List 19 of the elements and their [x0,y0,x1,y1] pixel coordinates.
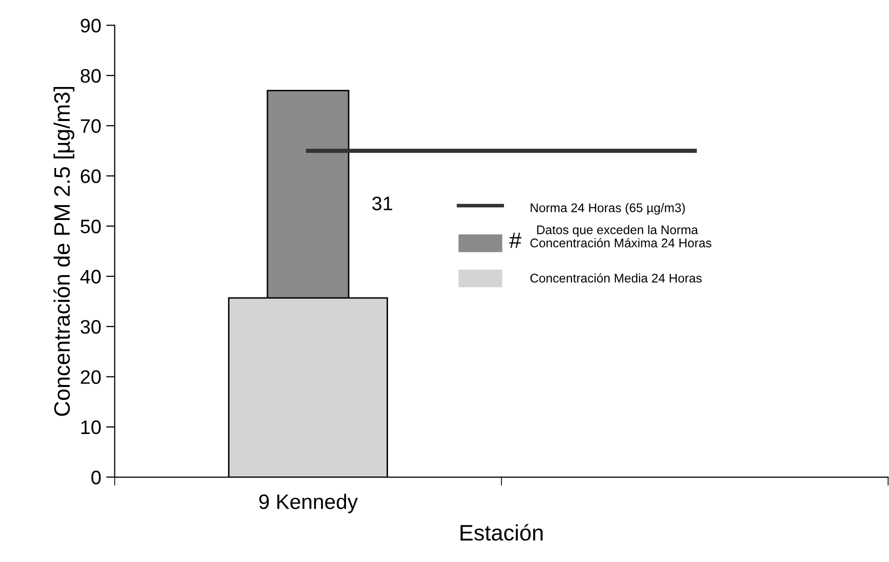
y-tick-label: 20 [80,370,101,384]
y-tick-label: 80 [80,68,101,83]
annotation: 31 [372,196,392,210]
y-tick-label: 60 [80,169,101,184]
annotation: # [509,232,522,248]
y-tick-label: 70 [80,119,101,133]
y-tick-label: 40 [80,270,101,284]
y-tick-label: 30 [80,320,101,334]
y-tick-label: 50 [80,220,101,234]
y-axis-title: Concentración de PM 2.5 [µg/m3] [53,87,74,416]
legend-label: Norma 24 Horas (65 µg/m3) [530,203,685,215]
legend-label: Concentración Media 24 Horas [530,273,702,283]
annotation: Datos que exceden la Norma [537,225,698,237]
legend-label: Concentración Máxima 24 Horas [530,238,712,248]
x-tick-label: 9 Kennedy [259,494,358,514]
y-tick-label: 90 [80,18,101,33]
x-axis-title: Estación [460,524,543,541]
y-tick-label: 0 [91,470,101,484]
y-tick-label: 10 [81,420,101,434]
